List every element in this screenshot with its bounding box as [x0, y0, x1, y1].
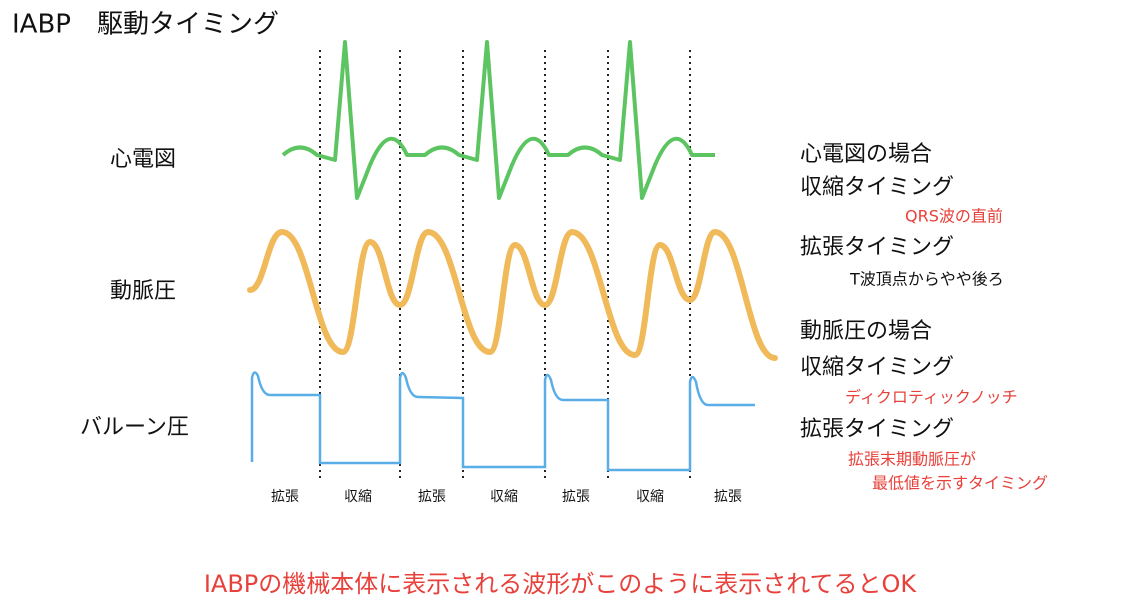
- note-item: 収縮タイミング: [800, 175, 954, 200]
- note-item: 拡張タイミング: [800, 417, 954, 442]
- note-detail: 拡張末期動脈圧が: [848, 450, 976, 469]
- title: IABP 駆動タイミング: [12, 10, 279, 40]
- note-detail: T波頂点からやや後ろ: [849, 270, 1004, 289]
- phase-label: 拡張: [714, 489, 742, 505]
- footer: IABPの機械本体に表示される波形がこのように表示されてるとOK: [204, 570, 918, 598]
- phase-label: 拡張: [418, 489, 446, 505]
- arterial-wave: [247, 228, 778, 361]
- note-heading: 動脈圧の場合: [800, 319, 932, 344]
- note-item: 拡張タイミング: [800, 235, 954, 260]
- note-detail: QRS波の直前: [905, 207, 1003, 226]
- note-detail: ディクロティックノッチ: [845, 388, 1018, 407]
- phase-label: 拡張: [271, 489, 299, 505]
- row-label: バルーン圧: [80, 415, 189, 440]
- note-heading: 心電図の場合: [800, 142, 932, 167]
- phase-label: 拡張: [562, 489, 590, 505]
- row-label: 心電図: [110, 147, 176, 172]
- phase-label: 収縮: [490, 489, 518, 505]
- row-label: 動脈圧: [110, 279, 176, 304]
- phase-label: 収縮: [636, 489, 664, 505]
- phase-label: 収縮: [344, 489, 372, 505]
- note-item: 収縮タイミング: [800, 355, 954, 380]
- note-detail: 最低値を示すタイミング: [872, 474, 1048, 493]
- balloon-wave: [250, 371, 755, 472]
- ecg-wave: [281, 40, 715, 200]
